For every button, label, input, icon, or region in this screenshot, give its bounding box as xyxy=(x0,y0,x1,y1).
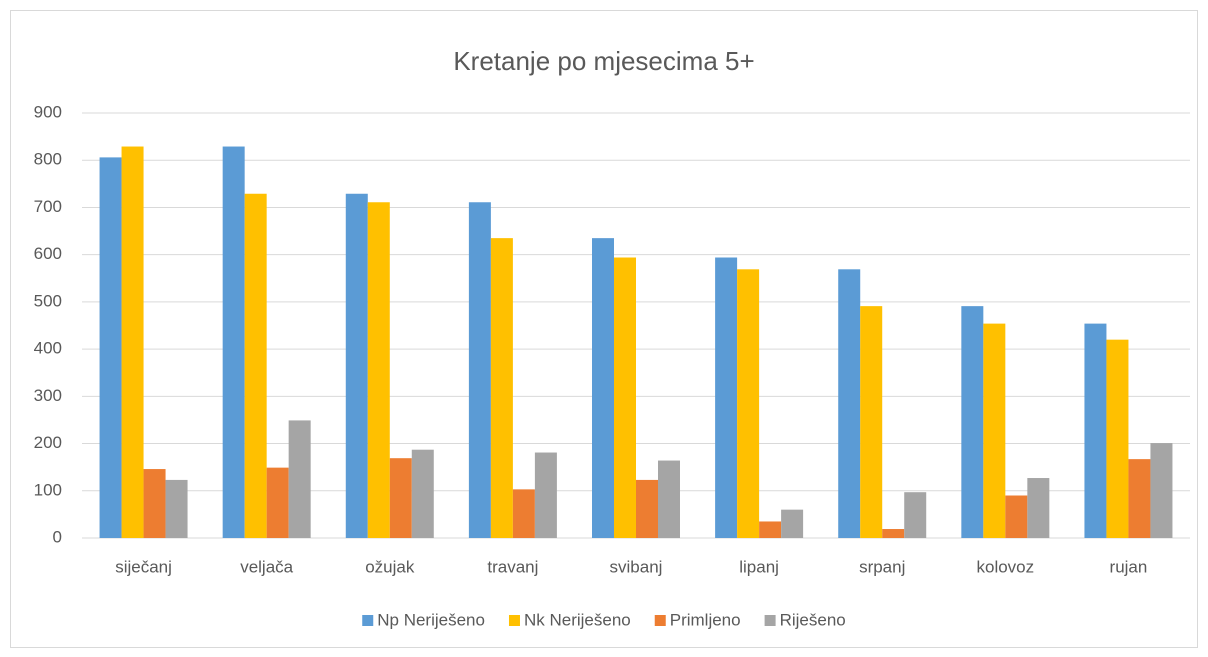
x-tick-label: travanj xyxy=(487,557,538,576)
bar xyxy=(288,420,311,538)
y-tick-label: 500 xyxy=(34,291,62,310)
bar xyxy=(759,521,782,538)
bar xyxy=(534,452,557,538)
bar xyxy=(614,257,636,538)
bar xyxy=(983,323,1006,538)
bar xyxy=(266,467,289,538)
bar xyxy=(636,479,658,538)
bar xyxy=(715,257,738,538)
y-tick-label: 200 xyxy=(34,433,62,452)
bar xyxy=(99,157,122,538)
x-tick-label: siječanj xyxy=(115,557,172,576)
x-tick-label: srpanj xyxy=(859,557,905,576)
bar xyxy=(658,460,680,538)
legend-swatch xyxy=(764,615,776,626)
bar xyxy=(512,489,535,538)
y-tick-label: 600 xyxy=(34,244,62,263)
chart-title: Kretanje po mjesecima 5+ xyxy=(453,46,754,76)
bar xyxy=(737,269,760,538)
x-tick-label: rujan xyxy=(1110,557,1148,576)
bar xyxy=(143,469,166,538)
bar xyxy=(961,306,984,538)
x-tick-label: svibanj xyxy=(610,557,663,576)
legend-swatch xyxy=(508,615,520,626)
y-tick-label: 100 xyxy=(34,480,62,499)
y-tick-label: 400 xyxy=(34,339,62,358)
x-tick-label: ožujak xyxy=(365,557,415,576)
bar xyxy=(860,306,883,538)
x-tick-label: kolovoz xyxy=(977,557,1035,576)
bar xyxy=(244,193,267,538)
bar xyxy=(1128,459,1151,538)
bar xyxy=(1106,339,1129,538)
y-tick-label: 700 xyxy=(34,197,62,216)
y-tick-label: 900 xyxy=(34,102,62,121)
y-tick-label: 800 xyxy=(34,150,62,169)
bar xyxy=(1027,478,1050,538)
bar xyxy=(345,193,368,538)
bar xyxy=(1005,495,1028,538)
bar xyxy=(1150,443,1173,538)
bar xyxy=(389,458,412,538)
legend-swatch xyxy=(654,615,666,626)
y-tick-label: 300 xyxy=(34,386,62,405)
legend-swatch xyxy=(362,615,374,626)
legend-label: Nk Neriješeno xyxy=(524,610,631,629)
bar xyxy=(165,479,188,538)
bar xyxy=(411,449,434,538)
bar xyxy=(367,202,390,538)
bar xyxy=(1084,323,1107,538)
bar xyxy=(222,146,245,538)
bar xyxy=(490,238,513,538)
y-tick-label: 0 xyxy=(53,527,62,546)
bar xyxy=(904,492,927,538)
x-tick-label: lipanj xyxy=(739,557,779,576)
legend-label: Riješeno xyxy=(780,610,846,629)
legend-label: Primljeno xyxy=(670,610,741,629)
x-tick-label: veljača xyxy=(240,557,293,576)
bar xyxy=(468,202,491,538)
legend-label: Np Neriješeno xyxy=(377,610,485,629)
bar xyxy=(592,238,614,538)
bar xyxy=(121,146,144,538)
bar xyxy=(838,269,861,538)
bar xyxy=(781,509,804,538)
bar xyxy=(882,529,905,538)
